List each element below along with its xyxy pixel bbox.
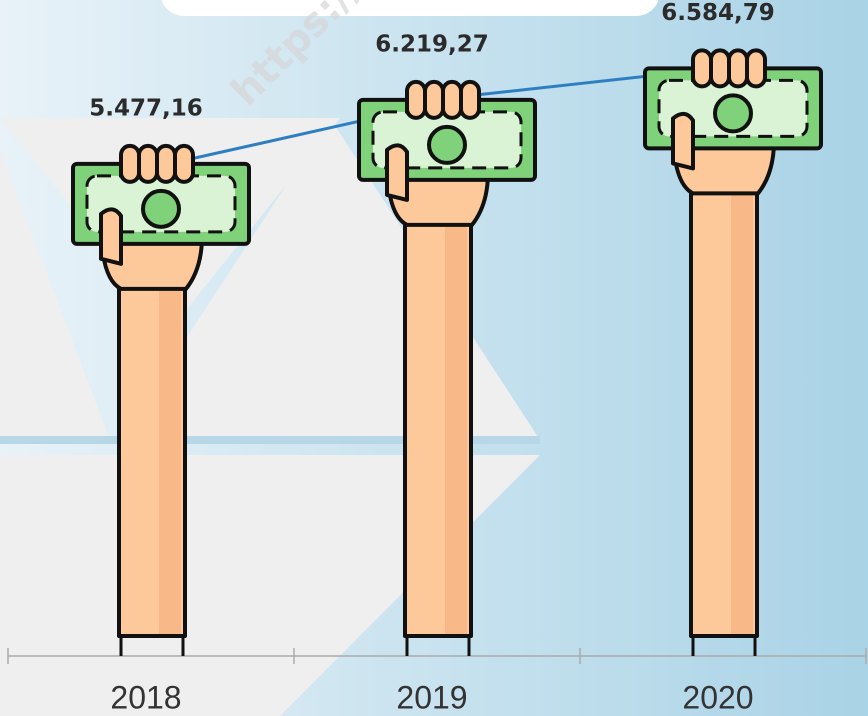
finger xyxy=(461,82,479,118)
finger xyxy=(711,50,729,86)
bill-coin xyxy=(429,127,465,163)
finger xyxy=(729,50,747,86)
x-tick-label: 2019 xyxy=(396,679,467,715)
finger xyxy=(443,82,461,118)
finger xyxy=(139,146,157,182)
thumb xyxy=(387,145,407,200)
page: {"chart_data": {"type": "pictograph", "w… xyxy=(0,0,868,716)
value-label: 6.219,27 xyxy=(375,31,489,57)
finger xyxy=(157,146,175,182)
arm-shade xyxy=(731,178,753,634)
finger xyxy=(175,146,193,182)
finger xyxy=(425,82,443,118)
finger xyxy=(693,50,711,86)
thumb xyxy=(673,114,693,169)
bill-coin xyxy=(715,95,751,131)
thumb xyxy=(101,209,121,264)
x-tick-label: 2018 xyxy=(110,679,181,715)
finger xyxy=(121,146,139,182)
value-label: 6.584,79 xyxy=(661,0,775,26)
arm-shade xyxy=(159,274,181,634)
title-box xyxy=(160,0,660,16)
value-label: 5.477,16 xyxy=(89,95,203,121)
finger xyxy=(747,50,765,86)
chart: https://sa 5.477,1620186.219,2720196.584… xyxy=(0,0,868,716)
arm-shade xyxy=(445,210,467,634)
x-tick-label: 2020 xyxy=(682,679,753,715)
finger xyxy=(407,82,425,118)
bill-coin xyxy=(143,191,179,227)
